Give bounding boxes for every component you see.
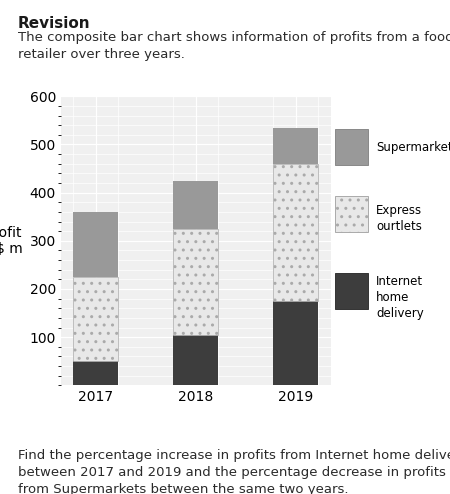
Bar [335, 273, 368, 309]
Bar [73, 212, 118, 277]
Text: Revision: Revision [18, 16, 90, 31]
Text: Express
ourtlets: Express ourtlets [376, 204, 423, 233]
Bar [73, 277, 118, 361]
Text: Find the percentage increase in profits from Internet home delivery
between 2017: Find the percentage increase in profits … [18, 449, 450, 494]
Bar [173, 229, 218, 335]
Bar [73, 361, 118, 385]
Y-axis label: Profit
/ $ m: Profit / $ m [0, 226, 22, 256]
Text: The composite bar chart shows information of profits from a food
retailer over t: The composite bar chart shows informatio… [18, 31, 450, 61]
Text: Supermarkets: Supermarkets [376, 141, 450, 154]
Bar [335, 129, 368, 165]
Bar [274, 301, 319, 385]
Bar [173, 335, 218, 385]
Text: Internet
home
delivery: Internet home delivery [376, 275, 424, 320]
Bar [335, 196, 368, 232]
Bar [173, 181, 218, 229]
Bar [274, 164, 319, 301]
Bar [274, 127, 319, 164]
